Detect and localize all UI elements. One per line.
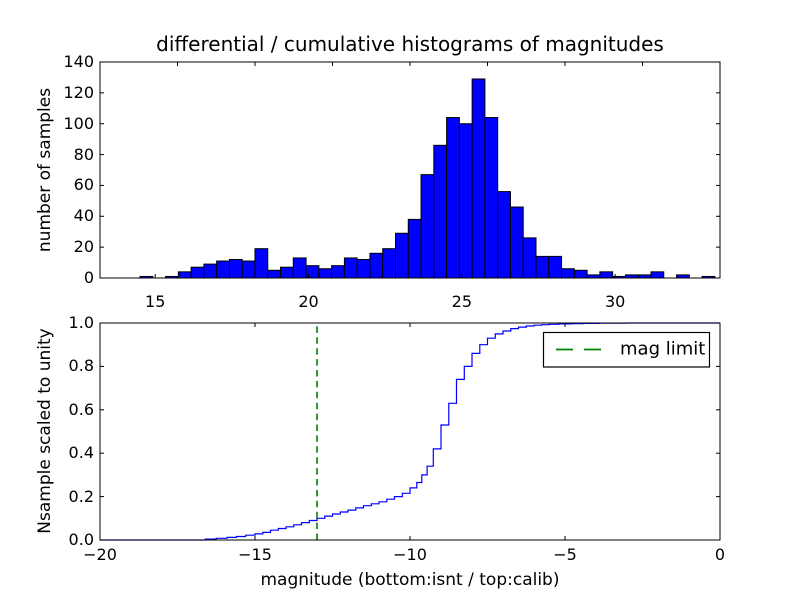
histogram-bar xyxy=(305,265,320,279)
axes-frames xyxy=(99,61,721,541)
histogram-bar xyxy=(599,271,614,279)
histogram-bar xyxy=(382,248,396,279)
bottom-xtick-label: −15 xyxy=(238,545,272,564)
top-y-axis-label: number of samples xyxy=(35,87,55,253)
x-axis-label: magnitude (bottom:isnt / top:calib) xyxy=(260,570,560,590)
histogram-bar xyxy=(177,271,192,279)
histogram-bar xyxy=(356,258,371,279)
top-ytick-label: 120 xyxy=(63,82,94,102)
top-ytick-label: 40 xyxy=(73,206,94,226)
histogram-bar xyxy=(561,268,575,279)
bottom-ytick-label: 0.8 xyxy=(68,356,94,376)
top-ytick-label: 20 xyxy=(73,237,94,257)
histogram-bar xyxy=(343,257,358,279)
histogram-bar xyxy=(331,265,345,279)
histogram-bar xyxy=(458,123,473,279)
histogram-bar xyxy=(280,266,294,279)
bottom-xtick-label: −5 xyxy=(553,545,577,564)
histogram-bar xyxy=(471,78,486,279)
top-xtick-label: 15 xyxy=(145,292,166,311)
histogram-bar xyxy=(650,271,665,279)
top-ytick-label: 100 xyxy=(63,113,94,133)
histogram-bar xyxy=(433,144,448,279)
histogram-bars xyxy=(139,78,716,279)
histogram-bar xyxy=(292,257,307,279)
histogram-bar xyxy=(216,260,230,279)
histogram-bar xyxy=(267,269,282,279)
legend xyxy=(542,331,711,368)
histogram-bar xyxy=(228,258,243,279)
histogram-bar xyxy=(484,117,499,279)
histogram-bar xyxy=(318,268,333,279)
bottom-ytick-label: 1.0 xyxy=(68,313,94,332)
histogram-bar xyxy=(241,260,256,279)
cumulative-line xyxy=(100,322,720,541)
histogram-bar xyxy=(420,174,435,279)
bottom-ytick-label: 0.0 xyxy=(68,530,94,549)
bottom-xtick-label: −20 xyxy=(83,545,117,564)
top-xtick-label: 30 xyxy=(604,292,626,311)
histogram-bar xyxy=(573,269,588,279)
histogram-bar xyxy=(509,206,524,279)
legend-label: mag limit xyxy=(620,338,706,360)
histogram-bar xyxy=(522,237,537,279)
histogram-bar xyxy=(535,255,550,279)
bottom-xtick-label: 0 xyxy=(714,545,726,564)
histogram-bar xyxy=(407,218,422,279)
top-ytick-label: 60 xyxy=(73,175,94,195)
cumulative-curve xyxy=(100,322,720,541)
top-ytick-label: 0 xyxy=(83,268,94,287)
histogram-bar xyxy=(548,255,563,279)
histogram-bar xyxy=(190,266,205,279)
chart-title: differential / cumulative histograms of … xyxy=(156,32,664,56)
bottom-xtick-label: −10 xyxy=(393,545,427,564)
bottom-ytick-label: 0.6 xyxy=(68,399,94,419)
bottom-ytick-label: 0.4 xyxy=(68,443,94,463)
histogram-bar xyxy=(203,263,218,279)
top-ytick-label: 140 xyxy=(63,52,94,71)
top-xtick-label: 20 xyxy=(298,292,319,311)
histogram-bar xyxy=(497,191,511,279)
top-xtick-label: 25 xyxy=(451,292,472,311)
bottom-ytick-label: 0.2 xyxy=(68,486,94,506)
histogram-bar xyxy=(446,117,460,279)
histogram-bar xyxy=(254,248,269,279)
histogram-bar xyxy=(369,252,384,279)
histogram-bar xyxy=(395,232,409,279)
top-ytick-label: 80 xyxy=(73,144,94,164)
